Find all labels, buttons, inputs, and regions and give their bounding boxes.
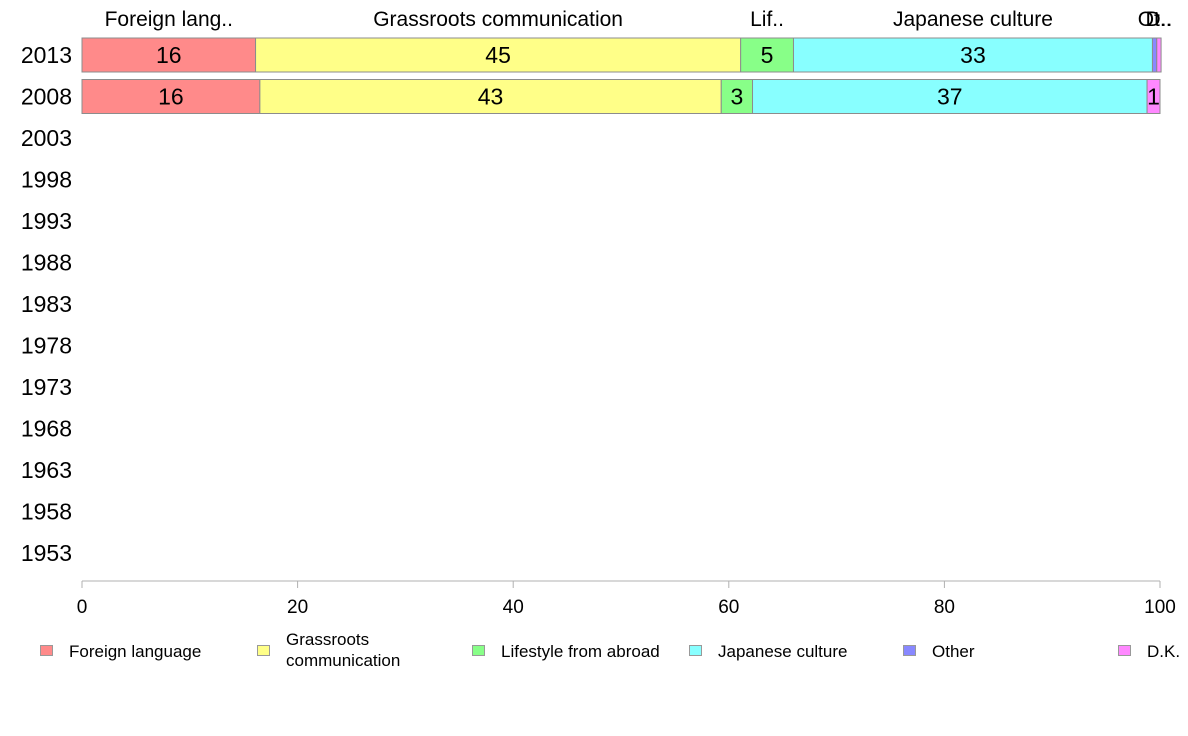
- y-tick-label: 1973: [21, 374, 72, 400]
- x-tick-label: 20: [287, 597, 308, 618]
- legend-label-line: Other: [932, 642, 975, 661]
- legend-swatch: [689, 645, 702, 656]
- bar-segment: [792, 37, 1153, 73]
- bar-segment: [720, 79, 754, 114]
- y-tick-label: 1963: [21, 457, 72, 483]
- data-label: 33: [960, 42, 986, 68]
- bar-segment: [1146, 79, 1161, 114]
- series-header-label: Ot..: [1138, 8, 1172, 31]
- series-header-label: D..: [1146, 8, 1173, 31]
- y-tick-label: 1958: [21, 499, 72, 525]
- legend-label-line: Lifestyle from abroad: [501, 642, 660, 661]
- data-label: 5: [761, 42, 774, 68]
- legend-label: Foreign language: [69, 641, 201, 662]
- x-tick-label: 80: [934, 597, 955, 618]
- legend-label: Other: [932, 641, 975, 662]
- bar-segment: [255, 37, 742, 73]
- y-tick-label: 1993: [21, 208, 72, 234]
- y-tick-label: 1983: [21, 291, 72, 317]
- legend-label-line: Japanese culture: [718, 642, 848, 661]
- y-tick-label: 1988: [21, 250, 72, 276]
- chart-legend: Foreign language Grassroots communication L…: [0, 628, 1188, 688]
- x-tick-label: 0: [77, 597, 88, 618]
- data-label: 3: [730, 84, 743, 110]
- data-label: 37: [937, 84, 963, 110]
- legend-swatch: [257, 645, 270, 656]
- legend-label-line: Foreign language: [69, 642, 202, 661]
- y-tick-label: 2013: [21, 42, 72, 68]
- legend-label-line: Grassroots: [286, 630, 370, 649]
- x-tick-label: 40: [503, 597, 524, 618]
- legend-swatch: [472, 645, 485, 656]
- x-tick-label: 60: [718, 597, 739, 618]
- series-header-label: Japanese culture: [893, 8, 1053, 31]
- data-label: 16: [156, 42, 182, 68]
- legend-label: D.K.: [1147, 641, 1180, 662]
- bar-segment: [81, 37, 257, 73]
- bar-segment: [259, 79, 722, 114]
- legend-item: Other: [903, 628, 975, 662]
- legend-label-line: D.K.: [1147, 642, 1181, 661]
- x-tick-label: 100: [1144, 597, 1176, 618]
- bar-segment: [1151, 37, 1158, 73]
- data-label: 16: [158, 84, 184, 110]
- legend-item: D.K.: [1118, 628, 1180, 662]
- legend-item: Grassroots communication: [257, 628, 400, 671]
- legend-swatch: [903, 645, 916, 656]
- legend-item: Foreign language: [40, 628, 201, 662]
- legend-label-line: communication: [286, 651, 401, 670]
- legend-label: Grassroots communication: [286, 629, 400, 671]
- data-label: 43: [478, 84, 504, 110]
- legend-swatch: [40, 645, 53, 656]
- legend-item: Lifestyle from abroad: [472, 628, 660, 662]
- legend-label: Lifestyle from abroad: [501, 641, 660, 662]
- legend-swatch: [1118, 645, 1131, 656]
- legend-item: Japanese culture: [689, 628, 847, 662]
- bar-segment: [752, 79, 1148, 114]
- data-label: 1: [1147, 84, 1160, 110]
- bar-segment: [1156, 37, 1162, 73]
- y-tick-label: 1968: [21, 416, 72, 442]
- y-tick-label: 1998: [21, 167, 72, 193]
- series-header-label: Foreign lang..: [105, 8, 233, 31]
- y-tick-label: 2008: [21, 84, 72, 110]
- bar-segment: [740, 37, 794, 73]
- legend-label: Japanese culture: [718, 641, 847, 662]
- y-tick-label: 1953: [21, 540, 72, 566]
- series-header-label: Grassroots communication: [373, 8, 623, 31]
- bar-segment: [81, 79, 261, 114]
- data-label: 45: [485, 42, 511, 68]
- y-tick-label: 1978: [21, 333, 72, 359]
- y-tick-label: 2003: [21, 125, 72, 151]
- series-header-label: Lif..: [750, 8, 784, 31]
